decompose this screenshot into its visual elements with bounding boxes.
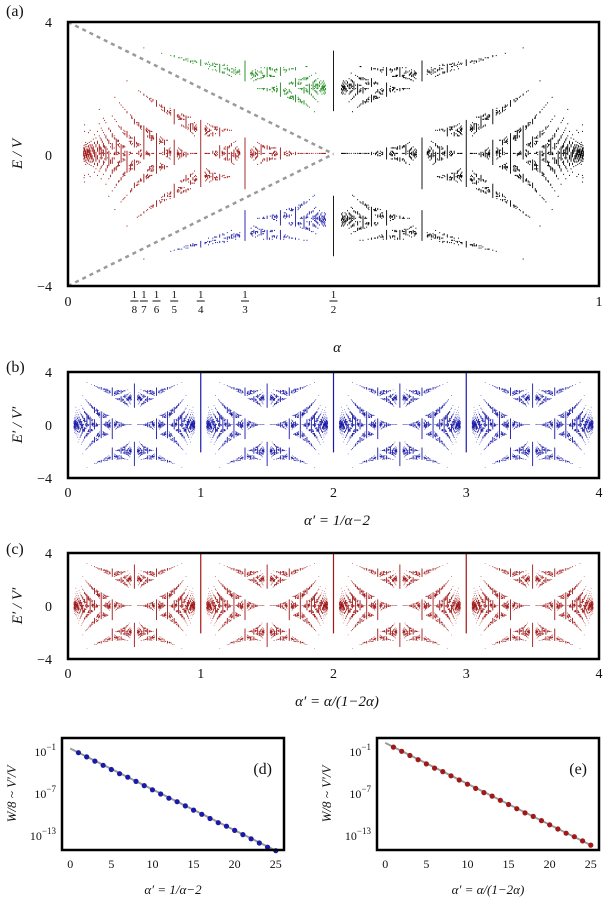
panel-a-ylabel: E / V: [10, 137, 26, 170]
panel-a-plot: [67, 20, 584, 288]
guide-line-1: [67, 152, 335, 288]
panel-a-xtick-0: 0: [65, 295, 72, 310]
frac-tick-den: 6: [154, 304, 160, 316]
frac-tick-den: 7: [141, 304, 147, 316]
panel-a-xlabel: α: [333, 340, 342, 356]
frac-tick-den: 4: [198, 304, 204, 316]
panel-a-xtick-1: 1: [596, 295, 603, 310]
panel-b-plot: [67, 372, 594, 468]
frac-tick-den: 3: [242, 304, 248, 316]
guide-line-0: [67, 20, 335, 156]
frac-tick-num: 1: [154, 289, 160, 301]
frac-tick-den: 2: [331, 304, 337, 316]
panel-a-ytick-0: 0: [45, 149, 52, 164]
panel-a-ytick-neg4: −4: [37, 280, 52, 295]
frac-tick-num: 1: [242, 289, 248, 301]
frac-tick-den: 8: [132, 304, 138, 316]
panel-a-ytick-4: 4: [45, 16, 52, 31]
frac-tick-num: 1: [132, 289, 138, 301]
panel-a-label: (a): [6, 3, 24, 20]
frac-tick-num: 1: [171, 289, 177, 301]
frac-tick-num: 1: [331, 289, 337, 301]
frac-tick-num: 1: [198, 289, 204, 301]
panel-a-frame: [66, 20, 601, 288]
frac-tick-den: 5: [171, 304, 177, 316]
frac-tick-num: 1: [141, 289, 147, 301]
panel-b-label: (b): [6, 359, 25, 376]
